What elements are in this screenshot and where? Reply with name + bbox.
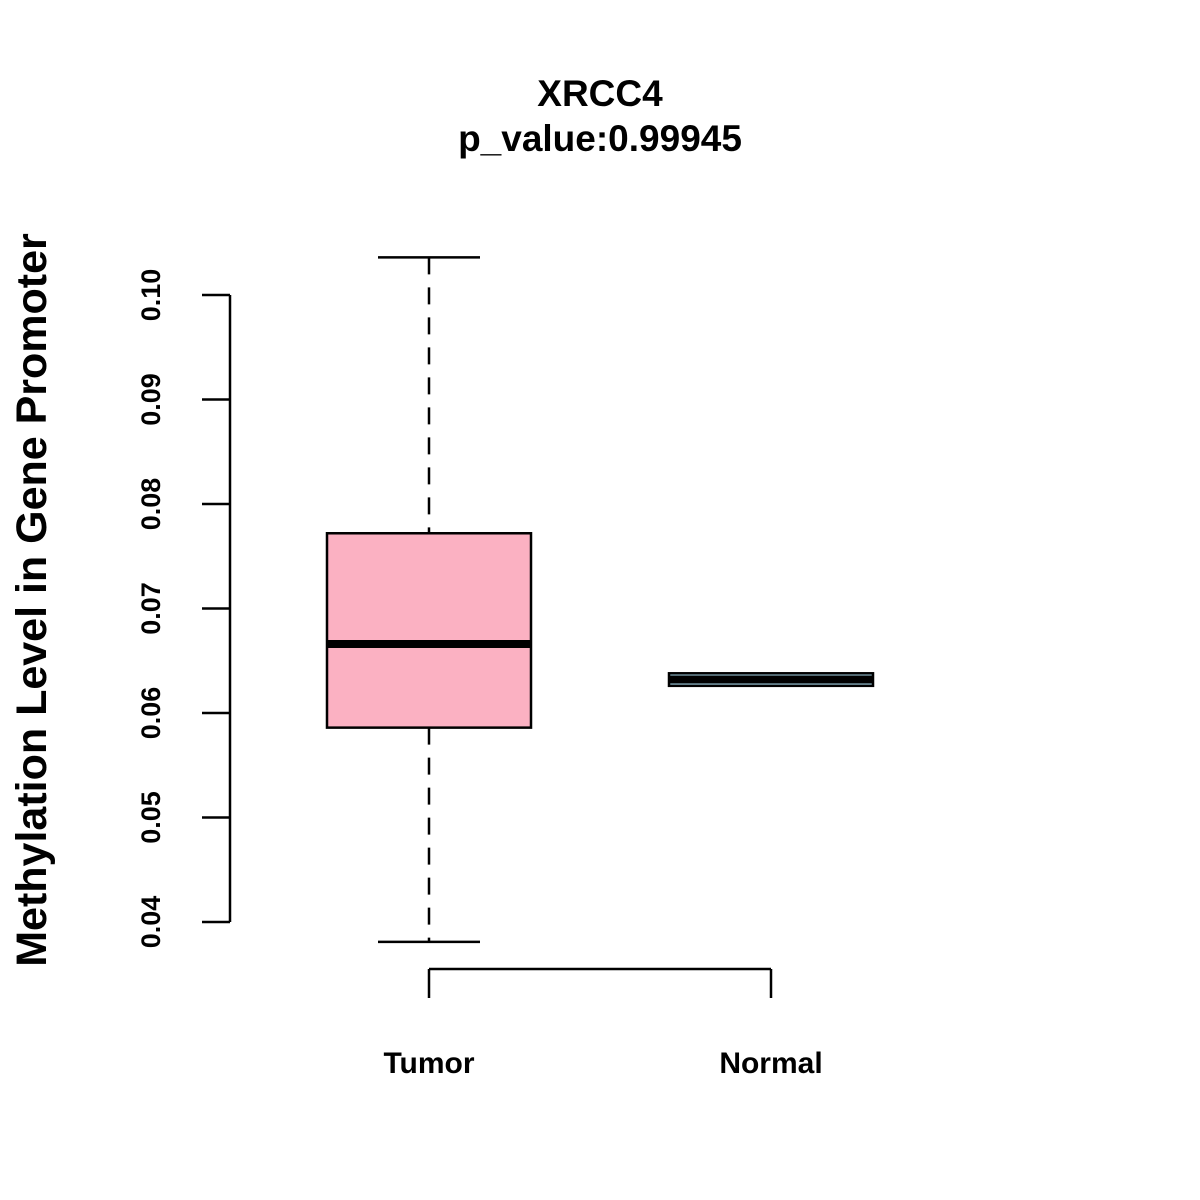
y-tick-label: 0.06 (136, 687, 166, 740)
y-tick-label: 0.08 (136, 478, 166, 531)
box-iqr (325, 532, 533, 729)
y-tick-label: 0.09 (136, 373, 166, 426)
box-normal (667, 672, 875, 688)
boxes-group (325, 256, 875, 944)
box-tumor (325, 256, 533, 944)
y-tick-label: 0.05 (136, 791, 166, 844)
x-tick-label: Normal (719, 1047, 822, 1080)
y-tick-label: 0.07 (136, 582, 166, 635)
y-tick-label: 0.04 (136, 896, 166, 949)
chart-subtitle: p_value:0.99945 (458, 118, 742, 159)
x-axis: Tumor Normal (383, 967, 823, 1080)
chart-title: XRCC4 (537, 73, 663, 114)
y-axis: 0.04 0.05 0.06 0.07 0.08 0.09 0.10 (136, 269, 232, 949)
y-tick-label: 0.10 (136, 269, 166, 322)
y-axis-label: Methylation Level in Gene Promoter (8, 233, 56, 967)
x-tick-label: Tumor (383, 1047, 474, 1080)
